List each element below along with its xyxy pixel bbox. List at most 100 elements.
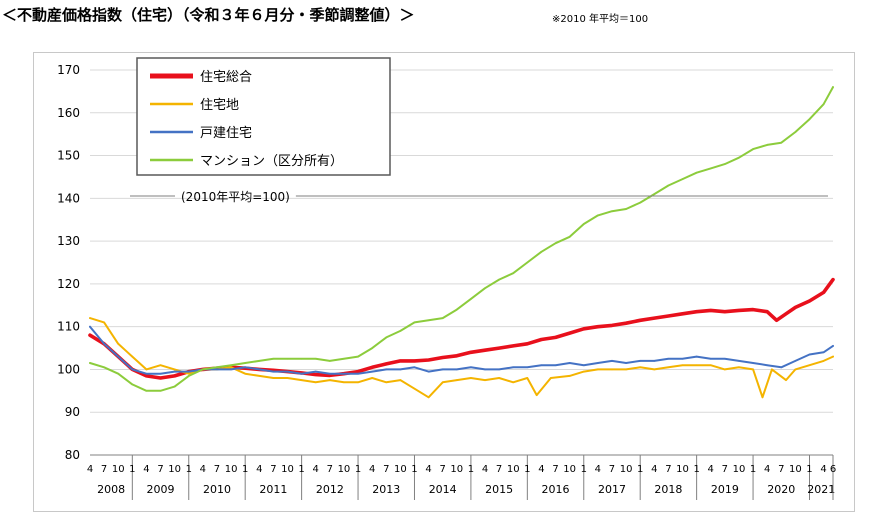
data-point [526,261,529,264]
data-point [568,236,571,238]
data-point [540,364,543,367]
data-point [681,364,684,367]
data-point [173,375,176,377]
data-point [371,370,374,373]
data-point [752,368,754,371]
data-point [766,144,768,146]
data-point [794,368,797,371]
base-year-note: ※2010 年平均＝100 [552,14,649,25]
month-tick-label: 1 [411,464,417,475]
month-tick-label: 10 [281,464,294,475]
data-point [343,372,345,375]
data-point [550,377,552,379]
data-point [695,171,698,174]
month-tick-label: 1 [129,464,135,475]
month-tick-label: 1 [750,464,756,475]
month-tick-label: 1 [468,464,474,475]
year-label: 2015 [485,483,513,496]
data-point [441,368,444,371]
data-point [484,287,486,290]
data-point [117,372,119,375]
data-point [526,343,529,345]
month-tick-label: 10 [733,464,746,475]
data-point [780,366,783,369]
data-point [427,319,430,322]
data-point [314,381,317,384]
data-point [695,310,698,313]
data-point [456,379,458,381]
data-point [385,368,388,371]
data-point [794,131,797,133]
data-point [216,366,218,369]
data-point [357,370,359,373]
data-point [117,355,119,358]
data-point [775,319,778,322]
y-tick-label: 170 [57,63,80,77]
data-point [272,370,275,373]
series-line [89,317,834,399]
data-point [498,368,500,371]
data-point [399,368,402,371]
data-point [441,356,444,359]
data-point [159,377,162,379]
year-label: 2014 [429,483,457,496]
month-tick-label: 10 [338,464,351,475]
data-point [568,362,571,364]
data-point [526,377,529,379]
data-point [653,368,656,371]
data-point [314,358,317,360]
data-point [89,325,91,328]
data-point [300,379,303,381]
y-tick-label: 90 [65,405,80,419]
data-point [611,324,613,327]
y-tick-label: 120 [57,277,80,291]
data-point [413,366,416,369]
data-point [681,313,684,315]
data-point [314,370,317,373]
month-tick-label: 10 [620,464,633,475]
data-point [709,364,712,367]
data-point [371,347,374,349]
data-point [822,360,825,362]
month-tick-label: 1 [581,464,587,475]
month-tick-label: 10 [450,464,463,475]
month-tick-label: 10 [225,464,238,475]
data-point [300,372,303,375]
data-point [653,317,656,319]
data-point [822,351,825,354]
data-point [399,360,402,362]
data-point [230,366,232,369]
month-tick-label: 4 [708,464,714,475]
data-point [399,379,402,381]
data-point [385,363,388,365]
data-point [385,336,388,339]
data-point [470,366,472,369]
data-point [159,364,162,367]
data-point [611,368,613,371]
data-point [709,309,712,312]
data-point [832,345,834,347]
data-point [681,358,684,360]
data-point [738,309,740,312]
data-point [286,370,289,373]
data-point [427,370,430,373]
chart-frame [33,52,855,512]
data-point [832,278,834,281]
data-point [413,321,416,324]
data-point [709,358,712,360]
data-point [314,373,317,376]
data-point [498,347,500,349]
data-point [540,338,543,341]
data-point [785,379,787,381]
data-point [808,364,811,367]
data-point [498,377,500,379]
year-label: 2008 [97,483,125,496]
data-point [785,313,787,315]
data-point [103,343,105,345]
data-point [357,372,359,375]
data-point [427,396,430,399]
data-point [484,349,486,352]
month-tick-label: 10 [394,464,407,475]
month-tick-label: 7 [214,464,220,475]
month-tick-label: 7 [496,464,502,475]
